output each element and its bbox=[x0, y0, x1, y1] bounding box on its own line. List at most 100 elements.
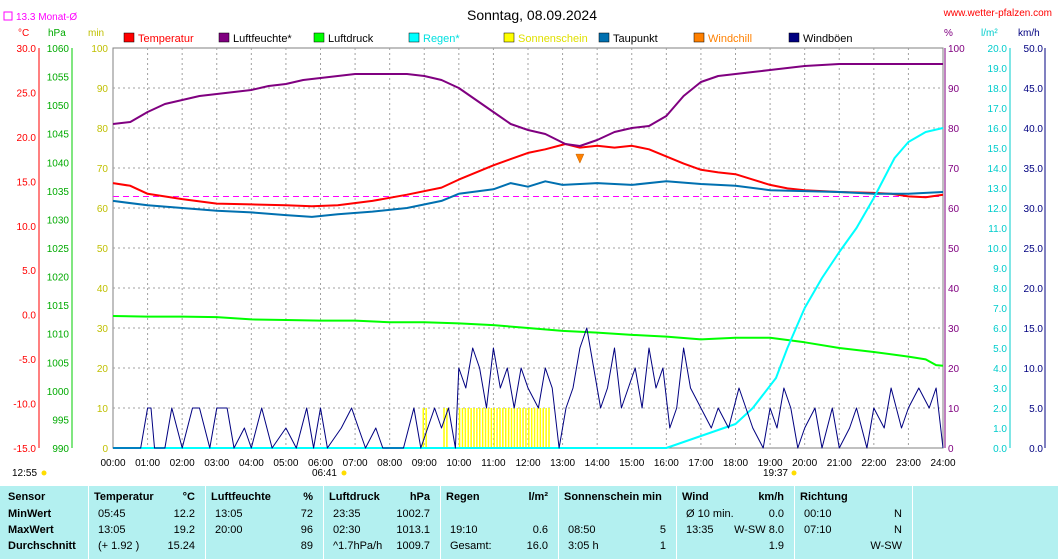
x-tick-label: 13:00 bbox=[550, 458, 575, 469]
stats-value-rain: 16.0 bbox=[526, 540, 548, 552]
x-tick-label: 22:00 bbox=[861, 458, 886, 469]
rain-unit: l/m² bbox=[981, 28, 998, 39]
site-url[interactable]: www.wetter-pfalzen.com bbox=[943, 8, 1052, 19]
x-tick-label: 02:00 bbox=[170, 458, 195, 469]
pressure-tick-label: 1040 bbox=[47, 158, 70, 169]
sun-tick-label: 0 bbox=[102, 444, 108, 455]
rain-tick-label: 10.0 bbox=[988, 244, 1008, 255]
humidity-tick-label: 10 bbox=[948, 404, 960, 415]
x-tick-label: 07:00 bbox=[343, 458, 368, 469]
pressure-tick-label: 1055 bbox=[47, 73, 70, 84]
series-dewpoint bbox=[112, 180, 944, 218]
rain-tick-label: 4.0 bbox=[993, 364, 1007, 375]
sunshine-bar bbox=[525, 408, 527, 448]
stats-time-temperature: 13:05 bbox=[98, 524, 126, 536]
rain-tick-label: 9.0 bbox=[993, 264, 1007, 275]
sunshine-bar bbox=[464, 408, 467, 448]
legend-label-rain: Regen* bbox=[423, 33, 460, 45]
stats-time-direction: 07:10 bbox=[804, 524, 832, 536]
humidity-tick-label: 70 bbox=[948, 164, 960, 175]
stats-header-direction: Richtung bbox=[800, 491, 848, 503]
stats-value-rain: 0.6 bbox=[532, 524, 548, 536]
pressure-tick-label: 990 bbox=[52, 444, 69, 455]
x-tick-label: 23:00 bbox=[896, 458, 921, 469]
stats-column bbox=[0, 486, 89, 559]
stats-header-sunshine: Sonnenschein min bbox=[564, 491, 662, 503]
legend-swatch-windchill bbox=[693, 32, 705, 43]
temp-tick-label: 10.0 bbox=[17, 222, 37, 233]
sunshine-bar bbox=[522, 408, 524, 448]
stats-time-pressure: 23:35 bbox=[333, 508, 361, 520]
x-tick-label: 04:00 bbox=[239, 458, 264, 469]
humidity-tick-label: 30 bbox=[948, 324, 960, 335]
sunshine-bar bbox=[476, 408, 478, 448]
wind-tick-label: 50.0 bbox=[1024, 44, 1044, 55]
sun-unit: min bbox=[88, 28, 104, 39]
x-tick-label: 10:00 bbox=[446, 458, 471, 469]
sunshine-bar bbox=[513, 408, 516, 448]
moon-time-label: 12:55 bbox=[12, 468, 37, 479]
pressure-unit: hPa bbox=[48, 28, 66, 39]
temp-tick-label: 15.0 bbox=[17, 177, 37, 188]
stats-row-label: Durchschnitt bbox=[8, 540, 76, 552]
wind-tick-label: 30.0 bbox=[1024, 204, 1044, 215]
humidity-tick-label: 0 bbox=[948, 444, 954, 455]
humidity-tick-label: 100 bbox=[948, 44, 965, 55]
sunshine-bar bbox=[470, 408, 472, 448]
sunshine-bar bbox=[473, 408, 475, 448]
chart-legend: Temperatur Luftfeuchte* Luftdruck Regen* Son… bbox=[123, 32, 853, 45]
sunshine-bar bbox=[528, 408, 530, 448]
monthly-avg-label: 13.3 Monat-Ø bbox=[16, 12, 77, 23]
windchill-marker bbox=[575, 153, 585, 164]
pressure-tick-label: 1030 bbox=[47, 215, 70, 226]
stats-row-label: MaxWert bbox=[8, 524, 54, 536]
stats-time-wind: 13:35 bbox=[686, 524, 714, 536]
temp-tick-label: 25.0 bbox=[17, 88, 37, 99]
x-tick-label: 08:00 bbox=[377, 458, 402, 469]
stats-time-pressure: 02:30 bbox=[333, 524, 361, 536]
stats-value-temperature: 15.24 bbox=[167, 540, 195, 552]
wind-tick-label: 20.0 bbox=[1024, 284, 1044, 295]
temp-tick-label: -10.0 bbox=[13, 400, 36, 411]
legend-label-windchill: Windchill bbox=[708, 33, 752, 45]
wind-tick-label: 15.0 bbox=[1024, 324, 1044, 335]
sunshine-bar bbox=[507, 408, 510, 448]
stats-value-temperature: 12.2 bbox=[173, 508, 195, 520]
stats-header-wind: Wind bbox=[682, 491, 709, 503]
stats-time-temperature: (+ 1.92 ) bbox=[98, 540, 140, 552]
stats-value-direction: N bbox=[894, 508, 902, 520]
stats-value-direction: W-SW bbox=[870, 540, 902, 552]
wind-tick-label: 25.0 bbox=[1024, 244, 1044, 255]
pressure-tick-label: 1035 bbox=[47, 187, 70, 198]
wind-tick-label: 35.0 bbox=[1024, 164, 1044, 175]
humidity-tick-label: 90 bbox=[948, 84, 960, 95]
stats-row-label: MinWert bbox=[8, 508, 52, 520]
legend-swatch-sunshine bbox=[503, 32, 515, 43]
sunshine-bar bbox=[490, 408, 493, 448]
sun-tick-label: 20 bbox=[97, 364, 109, 375]
series-gusts bbox=[113, 327, 944, 449]
legend-label-gusts: Windböen bbox=[803, 33, 853, 45]
x-tick-label: 16:00 bbox=[654, 458, 679, 469]
x-tick-label: 03:00 bbox=[204, 458, 229, 469]
sunshine-bar bbox=[458, 408, 461, 448]
sunshine-bars bbox=[422, 408, 550, 448]
rain-tick-label: 18.0 bbox=[988, 84, 1008, 95]
sunshine-bar bbox=[484, 408, 487, 448]
stats-header-rain: Regen bbox=[446, 491, 480, 503]
rain-tick-label: 17.0 bbox=[988, 104, 1008, 115]
sun-tick-label: 60 bbox=[97, 204, 109, 215]
stats-header-humidity: Luftfeuchte bbox=[211, 491, 271, 503]
stats-unit-rain: l/m² bbox=[528, 491, 548, 503]
x-tick-label: 17:00 bbox=[688, 458, 713, 469]
series-rain bbox=[113, 127, 944, 449]
sun-tick-label: 40 bbox=[97, 284, 109, 295]
legend-swatch-pressure bbox=[313, 32, 325, 43]
sunshine-bar bbox=[542, 408, 544, 448]
pressure-tick-label: 1025 bbox=[47, 244, 70, 255]
stats-value-direction: N bbox=[894, 524, 902, 536]
sunshine-bar bbox=[479, 408, 481, 448]
sunshine-bar bbox=[499, 408, 501, 448]
sunset-icon bbox=[791, 470, 797, 476]
x-tick-label: 21:00 bbox=[827, 458, 852, 469]
